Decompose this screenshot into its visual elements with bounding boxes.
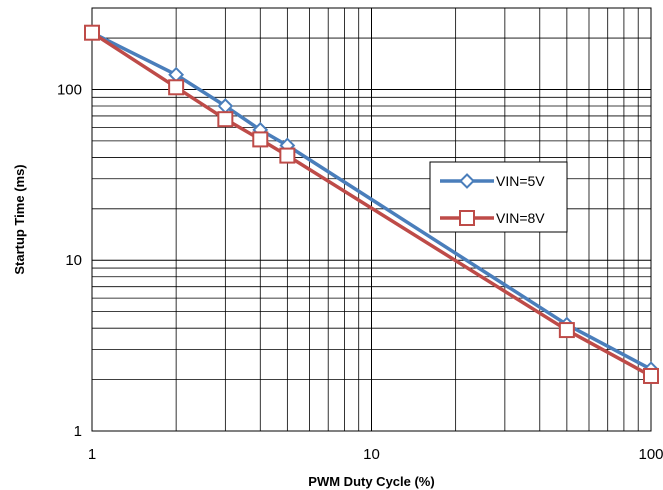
series-layer: [84, 24, 659, 384]
x-tick-label: 10: [363, 446, 380, 463]
legend-item: VIN=5V: [440, 173, 545, 189]
data-point: [168, 79, 185, 96]
data-point: [558, 322, 575, 339]
legend-marker: [459, 210, 475, 226]
data-point: [252, 131, 269, 148]
legend-marker: [459, 173, 475, 189]
legend-item: VIN=8V: [440, 210, 545, 226]
legend-label: VIN=5V: [496, 173, 545, 189]
legend-box: [429, 161, 568, 233]
legend: VIN=5V VIN=8V: [429, 161, 568, 233]
series-1: [84, 24, 659, 384]
x-axis-title: PWM Duty Cycle (%): [308, 474, 434, 489]
legend-label: VIN=8V: [496, 210, 545, 226]
data-point: [84, 24, 100, 41]
data-point: [643, 367, 659, 384]
y-axis-title: Startup Time (ms): [12, 164, 27, 274]
y-tick-label: 1: [74, 423, 82, 440]
y-tick-label: 10: [65, 252, 82, 269]
data-point: [279, 147, 296, 164]
y-tick-label: 100: [57, 81, 82, 98]
data-point: [217, 111, 234, 128]
x-tick-label: 100: [638, 446, 663, 463]
x-tick-label: 1: [88, 446, 96, 463]
tick-labels: 1 10 100 1 10 100: [57, 81, 663, 463]
